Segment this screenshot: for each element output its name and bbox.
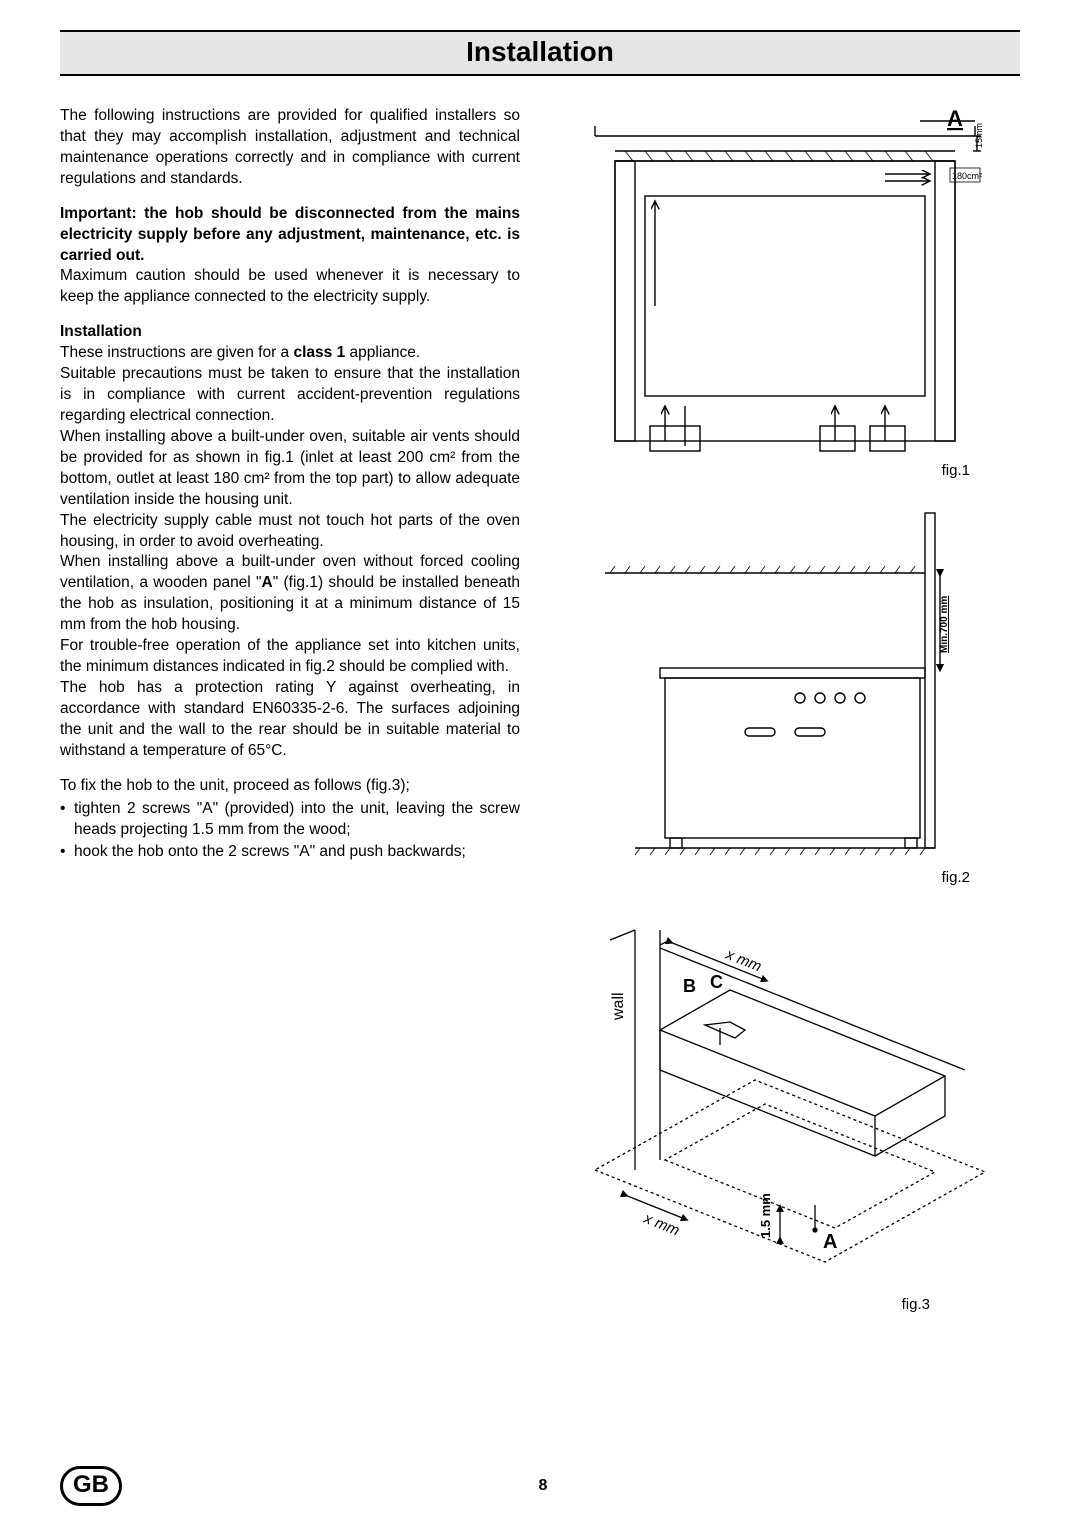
fix-hob-steps: tighten 2 screws "A" (provided) into the…	[60, 799, 520, 864]
fig1-dim-15mm: 15mm	[974, 123, 984, 148]
page-footer: GB 8	[60, 1466, 1020, 1506]
fig3-caption: fig.3	[550, 1296, 930, 1313]
list-item: hook the hob onto the 2 screws "A" and p…	[60, 842, 520, 863]
content-columns: The following instructions are provided …	[60, 106, 1020, 1337]
figures-column: A 15mm 180cm² fig.1	[550, 106, 1020, 1337]
page: Installation The following instructions …	[0, 0, 1080, 1528]
page-title: Installation	[60, 36, 1020, 68]
important-block: Important: the hob should be disconnecte…	[60, 204, 520, 309]
vents-paragraph: When installing above a built-under oven…	[60, 427, 520, 511]
fig2-min-label: Min.700 mm	[939, 596, 950, 653]
fig3-15mm: 1.5 mm	[758, 1193, 773, 1238]
fig3-label-c: C	[710, 972, 723, 992]
precautions-paragraph: Suitable precautions must be taken to en…	[60, 364, 520, 427]
fig3-label-b: B	[683, 976, 696, 996]
class1-line: These instructions are given for a class…	[60, 343, 520, 364]
fig3-wall-label: wall	[610, 992, 627, 1021]
fig1-label-a: A	[947, 106, 963, 131]
protection-paragraph: The hob has a protection rating Y agains…	[60, 678, 520, 762]
fig3-xmm-bottom: x mm	[641, 1210, 682, 1240]
fig3-label-a: A	[823, 1231, 837, 1253]
caution-text: Maximum caution should be used whenever …	[60, 267, 520, 305]
fig2-caption: fig.2	[550, 869, 970, 886]
page-number: 8	[66, 1477, 1020, 1495]
distances-paragraph: For trouble-free operation of the applia…	[60, 636, 520, 678]
important-text: Important: the hob should be disconnecte…	[60, 205, 520, 264]
fix-hob-intro: To fix the hob to the unit, proceed as f…	[60, 776, 520, 797]
intro-paragraph: The following instructions are provided …	[60, 106, 520, 190]
figure-3: wall B C x mm x mm 1.5 mm A	[565, 910, 1005, 1290]
list-item: tighten 2 screws "A" (provided) into the…	[60, 799, 520, 841]
panel-a-paragraph: When installing above a built-under oven…	[60, 552, 520, 636]
figure-2: Min.700 mm	[575, 503, 995, 863]
fig1-caption: fig.1	[550, 462, 970, 479]
text-column: The following instructions are provided …	[60, 106, 520, 1337]
fig1-dim-area: 180cm²	[952, 171, 982, 181]
title-bar: Installation	[60, 30, 1020, 76]
installation-subheading: Installation	[60, 322, 520, 343]
cable-paragraph: The electricity supply cable must not to…	[60, 511, 520, 553]
figure-1: A 15mm 180cm²	[575, 106, 995, 456]
